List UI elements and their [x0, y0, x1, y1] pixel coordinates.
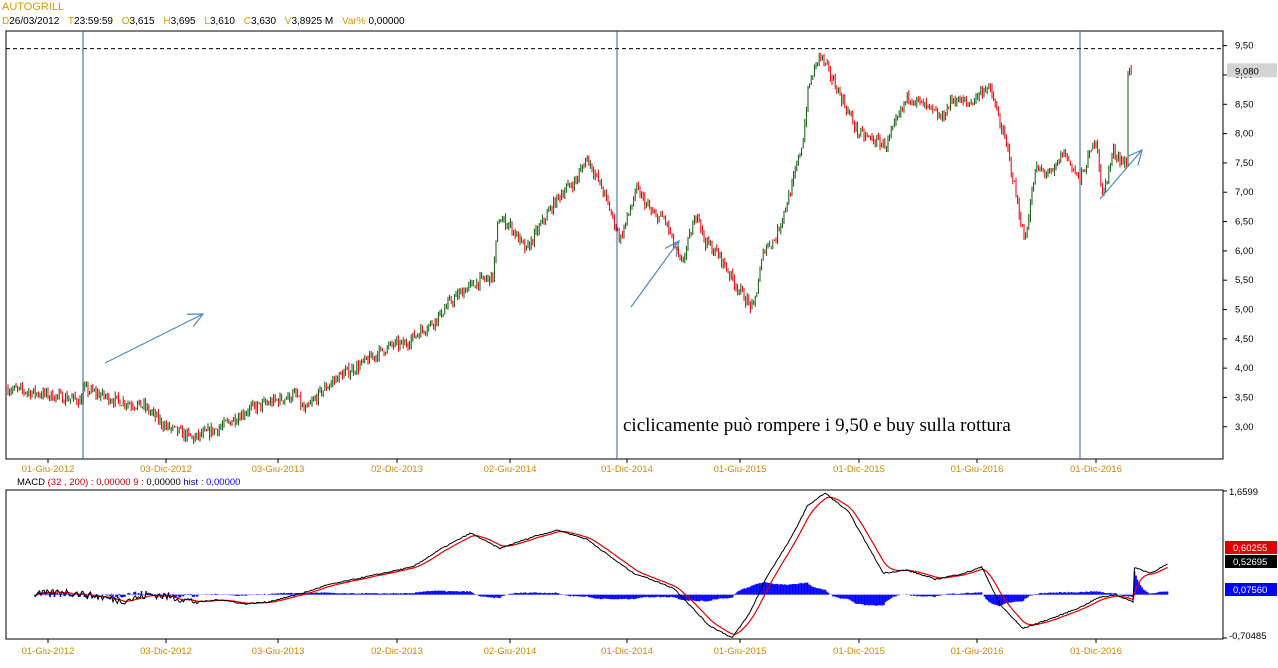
y-tick-label: 7,00 [1235, 187, 1254, 198]
hist-value: 0,00000 [206, 477, 240, 488]
last-price-box [1227, 63, 1277, 78]
x-tick-label: 02-Dic-2013 [371, 464, 423, 475]
macd-params-row: MACD (32 , 200) : 0,00000 9 : 0,00000 hi… [17, 477, 240, 488]
macd-last-box [1225, 541, 1277, 554]
x-tick-label: 03-Dic-2012 [140, 646, 192, 657]
macd-plot-frame [5, 489, 1224, 640]
x-tick-label: 02-Dic-2013 [371, 646, 423, 657]
y-tick-label: 7,50 [1235, 158, 1254, 169]
x-tick-label: 01-Dic-2014 [601, 646, 653, 657]
open-value: 3,615 [129, 16, 155, 27]
signal-last-box-label: 0,52695 [1233, 557, 1267, 568]
signal-value: 0,00000 [146, 477, 180, 488]
y-tick-label: 5,00 [1235, 304, 1254, 315]
x-tick-label: 01-Giu-2012 [22, 464, 75, 475]
macd-last-box-label: 0,60255 [1233, 543, 1267, 554]
field-key: D [2, 16, 10, 27]
field-key: H [163, 16, 171, 27]
price-plot-frame [5, 30, 1224, 460]
x-tick-label: 01-Dic-2015 [833, 646, 885, 657]
macd-params: (32 , 200) : [48, 477, 94, 488]
y-tick-label: 8,50 [1235, 99, 1254, 110]
x-tick-label: 02-Giu-2014 [484, 646, 537, 657]
macd-value: 0,00000 [96, 477, 130, 488]
hist-label: hist : [183, 477, 203, 488]
ohlc-info-bar: D26/03/2012 T23:59:59 O3,615 H3,695 L3,6… [2, 16, 405, 27]
close-value: 3,630 [250, 16, 277, 27]
x-tick-label: 03-Giu-2013 [252, 646, 305, 657]
macd-panel: MACD (32 , 200) : 0,00000 9 : 0,00000 hi… [5, 477, 1277, 657]
trend-arrow [1099, 149, 1143, 200]
field-key: C [243, 16, 251, 27]
hist-last-box [1225, 583, 1277, 596]
field-key: V [284, 16, 292, 27]
trend-arrow [630, 240, 680, 308]
field-key: Var% [341, 16, 366, 27]
x-tick-label: 03-Dic-2012 [140, 464, 192, 475]
hist-last-box-label: 0,07560 [1233, 585, 1267, 596]
macd-label: MACD [17, 477, 45, 488]
var-pct-value: 0,00000 [368, 16, 405, 27]
macd-y-min-label: -0,70485 [1229, 631, 1267, 642]
field-key: T [67, 16, 75, 27]
y-tick-label: 3,00 [1235, 422, 1254, 433]
trend-arrow [104, 313, 204, 364]
x-tick-label: 03-Giu-2013 [252, 464, 305, 475]
arrow-head [664, 239, 680, 257]
y-tick-label: 9,50 [1235, 41, 1254, 52]
x-tick-label: 01-Giu-2016 [951, 464, 1004, 475]
field-key: L [204, 16, 210, 27]
x-tick-label: 01-Dic-2015 [833, 464, 885, 475]
chart-title: AUTOGRILL [2, 1, 65, 13]
volume-value: 3,8925 M [291, 16, 334, 27]
x-tick-label: 01-Dic-2014 [601, 464, 653, 475]
x-tick-label: 01-Giu-2016 [951, 646, 1004, 657]
low-value: 3,610 [209, 16, 235, 27]
macd-y-max-label: 1,6599 [1229, 487, 1258, 498]
x-tick-label: 01-Dic-2016 [1070, 646, 1122, 657]
time-value: 23:59:59 [74, 16, 113, 27]
arrow-head [1127, 148, 1143, 166]
annotation-text: ciclicamente può rompere i 9,50 e buy su… [623, 415, 1011, 436]
field-key: O [121, 16, 130, 27]
y-tick-label: 4,00 [1235, 363, 1254, 374]
date-value: 26/03/2012 [9, 16, 60, 27]
y-tick-label: 4,50 [1235, 334, 1254, 345]
macd-line [34, 492, 1168, 638]
signal-period: 9 : [133, 477, 144, 488]
y-tick-label: 3,50 [1235, 392, 1254, 403]
price-panel: 9,509,008,508,007,507,006,506,005,505,00… [5, 30, 1277, 475]
signal-last-box [1225, 555, 1277, 568]
x-tick-label: 01-Giu-2012 [22, 646, 75, 657]
x-tick-label: 02-Giu-2014 [484, 464, 537, 475]
last-price-label: 9,080 [1235, 66, 1259, 77]
arrow-head [186, 313, 205, 328]
y-tick-label: 8,00 [1235, 129, 1254, 140]
x-tick-label: 01-Giu-2015 [714, 646, 767, 657]
x-tick-label: 01-Dic-2016 [1070, 464, 1122, 475]
y-tick-label: 6,50 [1235, 217, 1254, 228]
high-value: 3,695 [170, 16, 196, 27]
y-tick-label: 6,00 [1235, 246, 1254, 257]
x-tick-label: 01-Giu-2015 [714, 464, 767, 475]
y-tick-label: 5,50 [1235, 275, 1254, 286]
